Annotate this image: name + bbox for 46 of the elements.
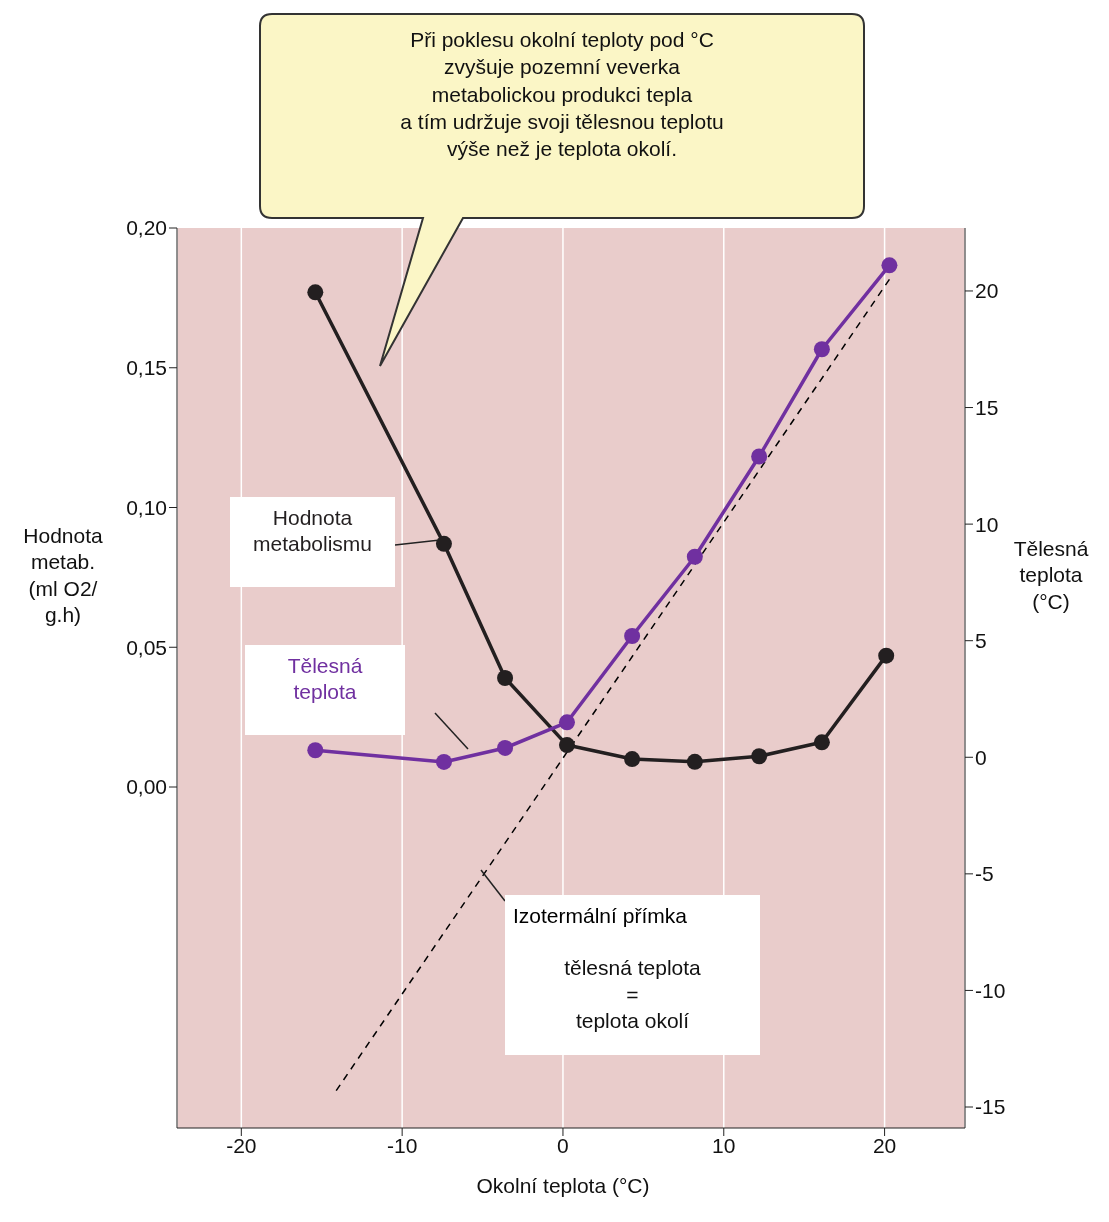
y-tick-label: 0,15 (126, 356, 167, 380)
point (307, 284, 324, 301)
point (497, 739, 514, 756)
y2-tick-label: 5 (975, 629, 987, 653)
point (878, 647, 895, 664)
x-tick-label: -10 (386, 1133, 418, 1157)
legend-label: Hodnota metabolismu (251, 505, 374, 558)
label-panel: Izotermální přímka tělesná teplota = teplota okolí (505, 895, 760, 1055)
text: Při poklesu okolní teploty pod °C zvyšuje pozemní veverka metabolickou produkci tepla a tím udržuje svoji tělesnou teplotu výše než je teplota okolí. (399, 27, 725, 163)
y2-tick-label: 20 (975, 279, 999, 303)
point (435, 535, 452, 552)
y-tick-label: 0,10 (126, 495, 167, 519)
point (497, 670, 514, 686)
label-panel: Tělesná teplota (245, 645, 405, 735)
point (881, 257, 898, 274)
x-axis-title: Okolní teplota (°C) (475, 1173, 651, 1199)
point (307, 742, 324, 759)
point (813, 341, 830, 358)
x-tick-label: 20 (872, 1133, 897, 1157)
y2-tick-label: -10 (975, 978, 1006, 1002)
point (686, 753, 703, 770)
y2-axis-title: Tělesná teplota (°C) (1012, 536, 1090, 615)
x-tick-label: -20 (226, 1133, 257, 1157)
y-tick-label: 0,20 (126, 216, 167, 240)
point (624, 628, 641, 645)
point (558, 714, 575, 731)
series-label: Izotermální přímka (513, 903, 688, 929)
y2-tick-label: -5 (975, 862, 994, 886)
annotation: tělesná teplota = teplota okolí (563, 955, 702, 1034)
point (686, 548, 703, 565)
point (435, 753, 452, 770)
y-tick-label: 0,00 (126, 775, 167, 799)
point (813, 734, 830, 751)
y2-tick-label: -15 (975, 1095, 1006, 1119)
y2-tick-label: 0 (975, 745, 987, 769)
x-tick-label: 0 (557, 1133, 569, 1157)
y2-tick-label: 15 (975, 395, 999, 419)
point (558, 737, 575, 754)
point (751, 748, 768, 765)
y2-tick-label: 10 (975, 512, 999, 536)
label-panel: Hodnota metabolismu (230, 497, 395, 587)
y-tick-label: 0,05 (126, 635, 167, 659)
y-axis-title: Hodnota metab. (ml O2/ g.h) (22, 523, 104, 628)
x-tick-label: 10 (712, 1133, 736, 1157)
point (624, 751, 641, 768)
point (751, 448, 768, 465)
